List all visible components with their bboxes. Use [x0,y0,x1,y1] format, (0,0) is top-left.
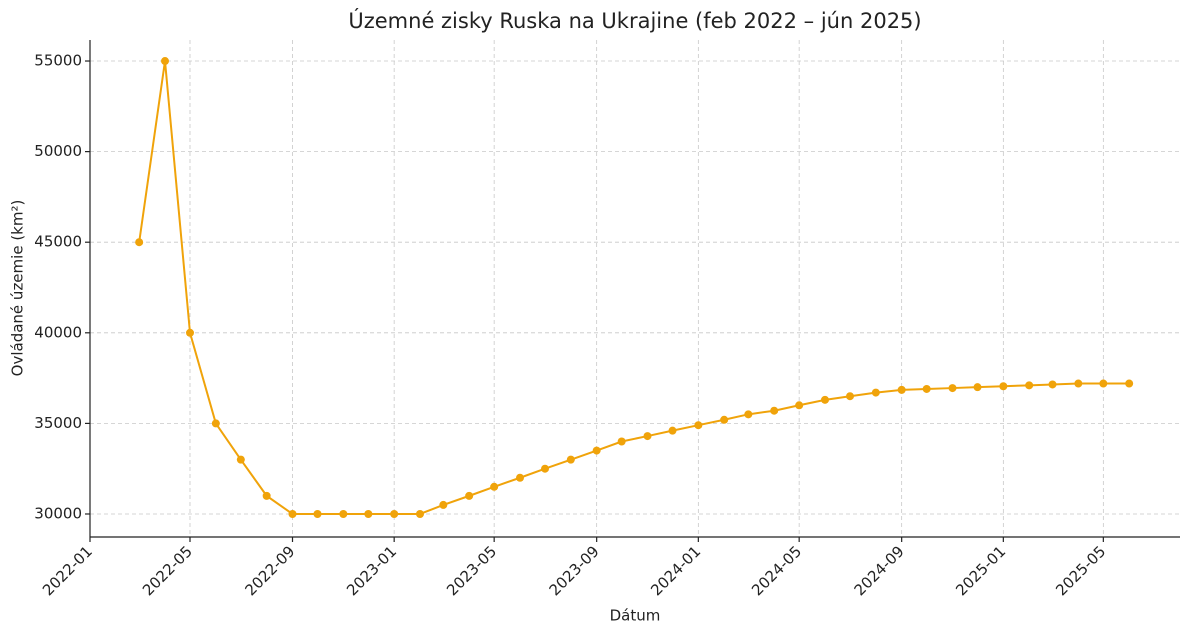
y-tick-label: 30000 [34,504,82,522]
point [439,500,448,509]
point [694,421,703,430]
point [999,382,1008,391]
point [566,455,575,464]
point [516,473,524,482]
point [1074,379,1083,388]
point [416,509,424,518]
y-tick-label: 55000 [34,52,82,70]
x-tick-label: 2025-01 [952,542,1009,599]
point [135,238,144,247]
x-tick-label: 2023-01 [343,542,400,599]
y-tick-label: 50000 [34,142,82,160]
point [643,432,652,441]
point [821,395,829,404]
point [1025,381,1034,390]
point [846,392,854,401]
x-tick-label: 2023-09 [546,542,603,599]
point [1125,379,1134,388]
y-tick-label: 40000 [34,323,82,341]
point [948,384,957,393]
point [1099,379,1108,388]
y-tick-label: 35000 [34,414,82,432]
point [288,509,297,518]
y-axis-label: Ovládané územie (km²) [9,200,27,377]
x-tick-label: 2022-01 [39,542,96,599]
point [186,328,194,337]
point [973,383,982,392]
x-tick-label: 2022-05 [139,542,196,599]
point [1048,380,1057,389]
point [871,388,880,397]
point [262,491,271,500]
point [795,401,804,410]
point [364,509,373,518]
point [592,446,601,455]
point [390,509,399,518]
point [161,57,169,66]
point [541,464,549,473]
point [897,385,906,394]
point [236,455,245,464]
x-tick-label: 2025-05 [1052,542,1109,599]
point [720,415,729,424]
point [668,426,677,435]
line [138,60,1130,515]
point [339,509,348,518]
x-tick-label: 2023-05 [443,542,500,599]
point [770,406,779,415]
x-axis-label: Dátum [610,607,661,625]
x-tick-label: 2024-09 [851,542,908,599]
x-tick-label: 2022-09 [241,542,298,599]
point [617,437,626,446]
x-tick-label: 2024-01 [647,542,704,599]
point [490,482,499,491]
y-tick-label: 45000 [34,233,82,251]
point [211,419,220,428]
point [313,509,322,518]
point [922,384,931,393]
x-tick-label: 2024-05 [748,542,805,599]
point [744,410,753,419]
point [465,491,474,500]
chart-title: Územné zisky Ruska na Ukrajine (feb 2022… [348,8,921,33]
